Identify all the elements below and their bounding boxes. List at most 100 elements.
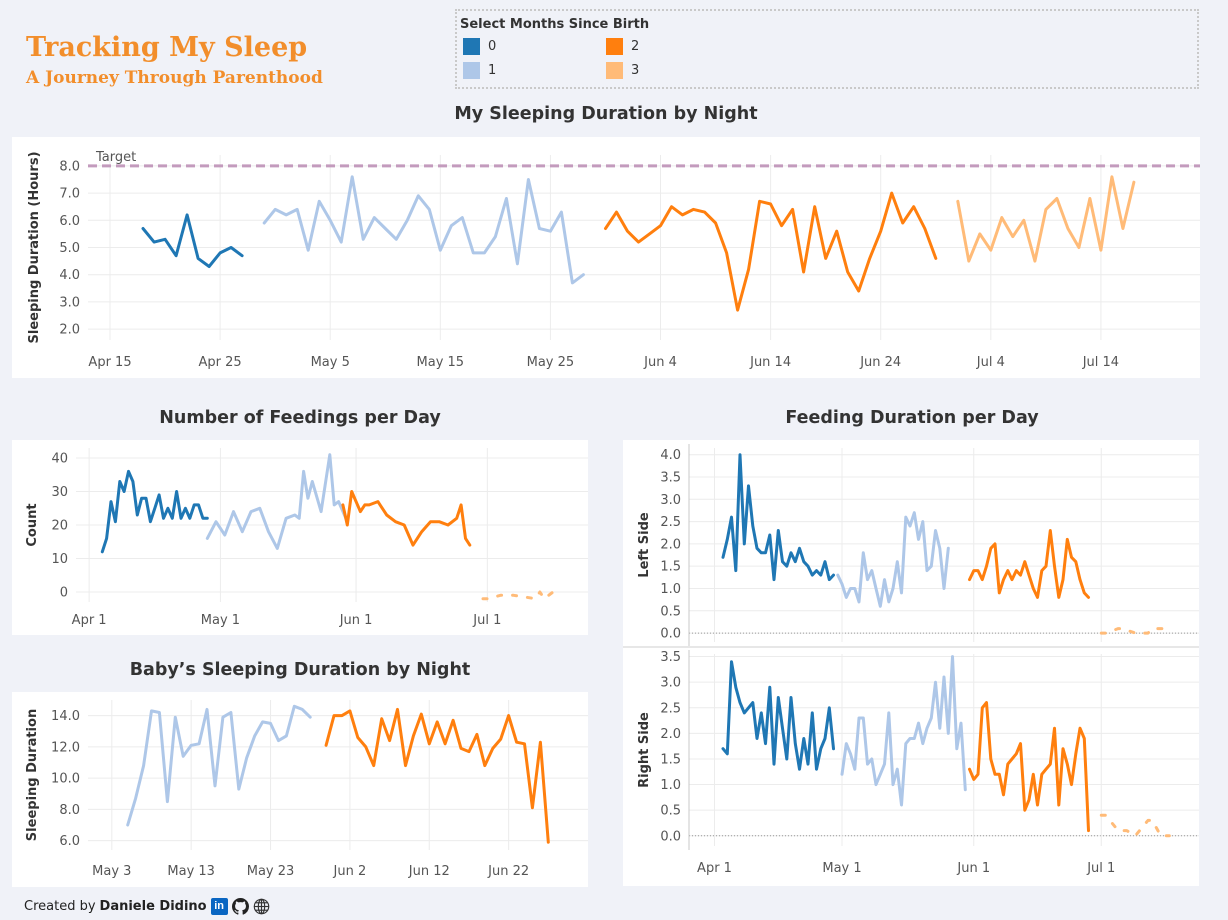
x-tick-label: May 5 (311, 355, 350, 370)
baby-sleep-chart: 6.0 8.0 10.0 12.0 14.0 May 3 May 13 May 23 Jun 2… (25, 700, 588, 879)
y-tick-label: 0.5 (660, 604, 681, 619)
series-line-month-3 (481, 590, 559, 601)
x-tick-label: Jul 4 (976, 355, 1005, 370)
y-tick-label: 8.0 (59, 803, 80, 818)
series-line-month-3 (1099, 627, 1171, 635)
y-axis-title: Sleeping Duration (Hours) (27, 151, 42, 343)
x-tick-label: Jul 14 (1082, 355, 1119, 370)
y-tick-label: 3.0 (59, 295, 80, 310)
series-line-month-2 (968, 701, 1090, 833)
legend-swatch (463, 38, 480, 55)
legend-item-month-1[interactable]: 1 (463, 62, 496, 79)
my-sleep-chart-title: My Sleeping Duration by Night (454, 104, 758, 124)
feeding_right-chart-group: 0.0 0.5 1.0 1.5 2.0 2.5 3.0 3.5 Apr 1 May 1 Jun 1 J… (637, 650, 1199, 876)
y-tick-label: 4.0 (660, 448, 681, 463)
y-tick-label: 30 (51, 485, 68, 500)
dashboard-subtitle: A Journey Through Parenthood (26, 68, 323, 88)
y-tick-label: 8.0 (59, 159, 80, 174)
my_sleep-chart-group: 2.0 3.0 4.0 5.0 6.0 7.0 8.0 Apr 15 Apr 25 May 5 Ma… (27, 150, 1200, 370)
feeding-duration-chart-title: Feeding Duration per Day (785, 408, 1039, 428)
series-line-month-3 (956, 175, 1136, 263)
series-line-month-0 (141, 213, 244, 268)
y-tick-label: 0.0 (660, 829, 681, 844)
x-tick-label: Jun 1 (956, 861, 990, 876)
globe-icon[interactable] (253, 898, 270, 915)
x-tick-label: May 1 (822, 861, 861, 876)
y-tick-label: 6.0 (59, 214, 80, 229)
feeding_left-chart-group: 0.0 0.5 1.0 1.5 2.0 2.5 3.0 3.5 4.0 Left Side (637, 444, 1199, 646)
series-line-month-1 (836, 511, 950, 608)
legend-swatch (606, 62, 623, 79)
y-tick-label: 1.0 (660, 778, 681, 793)
series-line-month-1 (126, 704, 312, 827)
legend-item-month-2[interactable]: 2 (606, 38, 639, 55)
footer-prefix: Created by (24, 899, 96, 914)
x-tick-label: May 1 (201, 613, 240, 628)
series-line-month-1 (840, 655, 967, 807)
x-tick-label: Jul 1 (472, 613, 501, 628)
x-tick-label: Jun 4 (643, 355, 677, 370)
x-tick-label: May 25 (527, 355, 575, 370)
x-tick-label: Apr 25 (199, 355, 242, 370)
y-tick-label: 20 (51, 519, 68, 534)
my-sleep-chart: 2.0 3.0 4.0 5.0 6.0 7.0 8.0 Apr 15 Apr 25 May 5 Ma… (27, 150, 1200, 370)
y-tick-label: 2.5 (660, 701, 681, 716)
legend-label: 2 (631, 39, 640, 54)
dashboard-title: Tracking My Sleep (26, 32, 308, 63)
target-label: Target (95, 150, 136, 165)
x-tick-label: Jul 1 (1086, 861, 1115, 876)
y-tick-label: 6.0 (59, 834, 80, 849)
series-line-month-0 (721, 660, 835, 771)
legend-label: 3 (631, 63, 640, 78)
legend-swatch (606, 38, 623, 55)
github-icon[interactable] (231, 898, 249, 915)
baby-sleep-chart-title: Baby’s Sleeping Duration by Night (129, 660, 471, 680)
feeding-duration-chart-panel: 0.0 0.5 1.0 1.5 2.0 2.5 3.0 3.5 4.0 Left Side 0.0 0… (623, 440, 1199, 886)
y-tick-label: 7.0 (59, 187, 80, 202)
y-tick-label: 2.5 (660, 515, 681, 530)
x-tick-label: Jun 1 (339, 613, 373, 628)
y-tick-label: 4.0 (59, 268, 80, 283)
footer-credit: Created by Daniele Didino in (24, 898, 270, 915)
series-line-month-2 (341, 490, 472, 547)
x-tick-label: Jun 14 (749, 355, 791, 370)
author-name: Daniele Didino (99, 899, 207, 914)
series-line-month-0 (721, 453, 835, 582)
y-tick-label: 40 (51, 452, 68, 467)
x-tick-label: May 3 (92, 864, 131, 879)
y-tick-label: 3.5 (660, 650, 681, 665)
series-line-month-2 (604, 191, 938, 312)
legend-item-month-0[interactable]: 0 (463, 38, 496, 55)
y-tick-label: 2.0 (660, 537, 681, 552)
x-tick-label: May 23 (247, 864, 295, 879)
y-tick-label: 12.0 (51, 740, 80, 755)
series-line-month-2 (324, 707, 550, 844)
legend-swatch (463, 62, 480, 79)
legend-label: 0 (488, 39, 497, 54)
y-axis-title: Count (25, 503, 40, 546)
y-axis-title: Right Side (637, 712, 652, 788)
y-tick-label: 3.0 (660, 676, 681, 691)
y-tick-label: 0 (60, 585, 68, 600)
y-axis-title: Left Side (637, 512, 652, 578)
x-tick-label: Jun 22 (487, 864, 529, 879)
linkedin-icon[interactable]: in (210, 898, 228, 915)
series-line-month-3 (1099, 813, 1171, 838)
feedings-chart-title: Number of Feedings per Day (159, 408, 441, 428)
y-axis-title: Sleeping Duration (25, 709, 40, 841)
legend-label: 1 (488, 63, 497, 78)
feedings-chart-group: 0 10 20 30 40 Apr 1 May 1 Jun 1 Jul 1 Count (25, 448, 588, 628)
baby_sleep-chart-group: 6.0 8.0 10.0 12.0 14.0 May 3 May 13 May 23 Jun 2… (25, 700, 588, 879)
y-tick-label: 0.0 (660, 627, 681, 642)
x-tick-label: Apr 1 (72, 613, 107, 628)
legend-item-month-3[interactable]: 3 (606, 62, 639, 79)
month-filter-legend: Select Months Since Birth 0 1 2 3 (455, 9, 1199, 89)
feedings-chart: 0 10 20 30 40 Apr 1 May 1 Jun 1 Jul 1 Count (25, 448, 588, 628)
x-tick-label: Jun 24 (859, 355, 901, 370)
series-line-month-1 (205, 453, 349, 550)
y-tick-label: 1.0 (660, 582, 681, 597)
x-tick-label: Jun 12 (408, 864, 450, 879)
y-tick-label: 2.0 (59, 323, 80, 338)
y-tick-label: 10.0 (51, 772, 80, 787)
